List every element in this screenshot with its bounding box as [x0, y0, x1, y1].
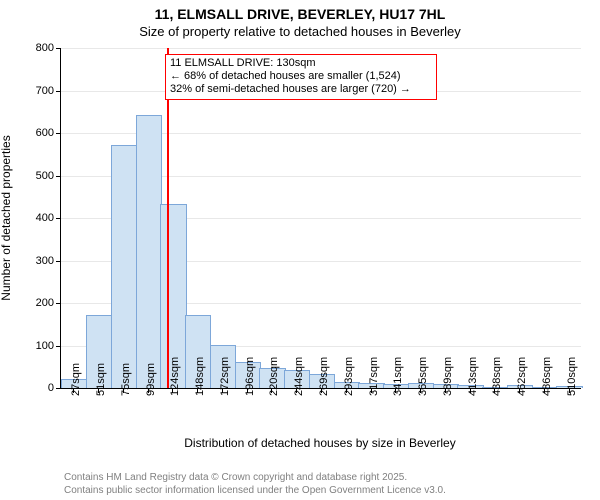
ytick-label: 800 [26, 42, 54, 54]
xtick-label: 196sqm [244, 357, 256, 396]
ytick-mark [56, 218, 61, 219]
xtick-label: 244sqm [293, 357, 305, 396]
annotation-line: 11 ELMSALL DRIVE: 130sqm [170, 57, 432, 70]
annotation-box: 11 ELMSALL DRIVE: 130sqm ← 68% of detach… [165, 54, 437, 100]
ytick-mark [56, 388, 61, 389]
xtick-label: 486sqm [541, 357, 553, 396]
footer-line-1: Contains HM Land Registry data © Crown c… [64, 472, 407, 483]
xtick-label: 438sqm [491, 357, 503, 396]
ytick-label: 200 [26, 297, 54, 309]
chart-title: 11, ELMSALL DRIVE, BEVERLEY, HU17 7HL [0, 6, 600, 22]
ytick-label: 400 [26, 212, 54, 224]
x-axis-label: Distribution of detached houses by size … [60, 436, 580, 450]
xtick-label: 172sqm [219, 357, 231, 396]
xtick-label: 293sqm [343, 357, 355, 396]
xtick-label: 341sqm [392, 357, 404, 396]
xtick-label: 99sqm [145, 363, 157, 396]
y-axis-label: Number of detached properties [0, 135, 13, 300]
bar [136, 115, 162, 388]
xtick-label: 365sqm [417, 357, 429, 396]
ytick-mark [56, 346, 61, 347]
gridline [61, 48, 581, 49]
bar [111, 145, 137, 388]
ytick-mark [56, 91, 61, 92]
ytick-mark [56, 176, 61, 177]
ytick-label: 100 [26, 340, 54, 352]
ytick-label: 700 [26, 85, 54, 97]
annotation-line: ← 68% of detached houses are smaller (1,… [170, 70, 432, 83]
ytick-mark [56, 133, 61, 134]
xtick-label: 124sqm [169, 357, 181, 396]
ytick-mark [56, 48, 61, 49]
ytick-label: 600 [26, 127, 54, 139]
xtick-label: 220sqm [268, 357, 280, 396]
xtick-label: 389sqm [442, 357, 454, 396]
ytick-label: 500 [26, 170, 54, 182]
xtick-label: 317sqm [368, 357, 380, 396]
xtick-label: 27sqm [70, 363, 82, 396]
xtick-label: 148sqm [194, 357, 206, 396]
xtick-label: 269sqm [318, 357, 330, 396]
ytick-label: 300 [26, 255, 54, 267]
ytick-mark [56, 303, 61, 304]
ytick-label: 0 [26, 382, 54, 394]
xtick-label: 462sqm [516, 357, 528, 396]
xtick-label: 75sqm [120, 363, 132, 396]
chart-subtitle: Size of property relative to detached ho… [0, 24, 600, 39]
xtick-label: 510sqm [566, 357, 578, 396]
xtick-label: 51sqm [95, 363, 107, 396]
footer-line-2: Contains public sector information licen… [64, 485, 446, 496]
ytick-mark [56, 261, 61, 262]
annotation-line: 32% of semi-detached houses are larger (… [170, 83, 432, 96]
xtick-label: 413sqm [467, 357, 479, 396]
